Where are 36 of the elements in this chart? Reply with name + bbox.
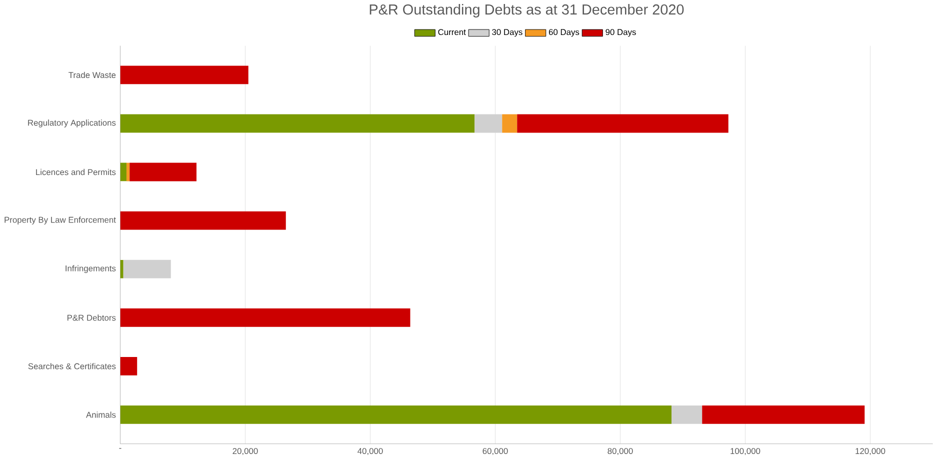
- bar: [671, 405, 702, 424]
- y-tick-label: Regulatory Applications: [28, 120, 116, 128]
- y-tick-label: Property By Law Enforcement: [4, 216, 116, 224]
- x-tick-label: 120,000: [856, 448, 886, 456]
- bar: [123, 260, 171, 278]
- bar: [474, 114, 502, 133]
- bar: [120, 260, 124, 278]
- y-tick-label: Trade Waste: [68, 72, 116, 78]
- bar: [120, 405, 672, 424]
- bar: [126, 162, 130, 182]
- bar: [120, 308, 410, 327]
- bar: [120, 66, 248, 84]
- x-tick-label: 80,000: [608, 448, 633, 456]
- y-tick-label: Infringements: [66, 265, 116, 274]
- x-tick-label: 20,000: [232, 448, 258, 456]
- y-tick-label: Animals: [86, 412, 116, 418]
- legend-label: 90 Days: [606, 29, 636, 37]
- x-tick-label: -: [119, 448, 122, 449]
- y-tick-label: P&R Debtors: [67, 314, 116, 321]
- y-tick-label: Licences and Permits: [36, 168, 116, 176]
- bar: [120, 356, 138, 376]
- legend-label: 30 Days: [492, 29, 522, 37]
- x-tick-label: 100,000: [730, 448, 760, 456]
- bar: [120, 211, 286, 230]
- legend-label: Current: [438, 29, 466, 36]
- chart-title: P&R Outstanding Debts as at 31 December 2020: [370, 4, 684, 18]
- x-tick-label: 60,000: [482, 448, 508, 456]
- bar: [502, 114, 518, 133]
- x-tick-label: 40,000: [358, 448, 383, 456]
- y-tick-label: Searches & Certificates: [28, 363, 116, 370]
- bar: [702, 405, 865, 424]
- bar: [120, 114, 475, 133]
- bar: [130, 162, 196, 182]
- bar: [120, 162, 126, 182]
- bar: [517, 114, 728, 133]
- legend-label: 60 Days: [548, 29, 580, 37]
